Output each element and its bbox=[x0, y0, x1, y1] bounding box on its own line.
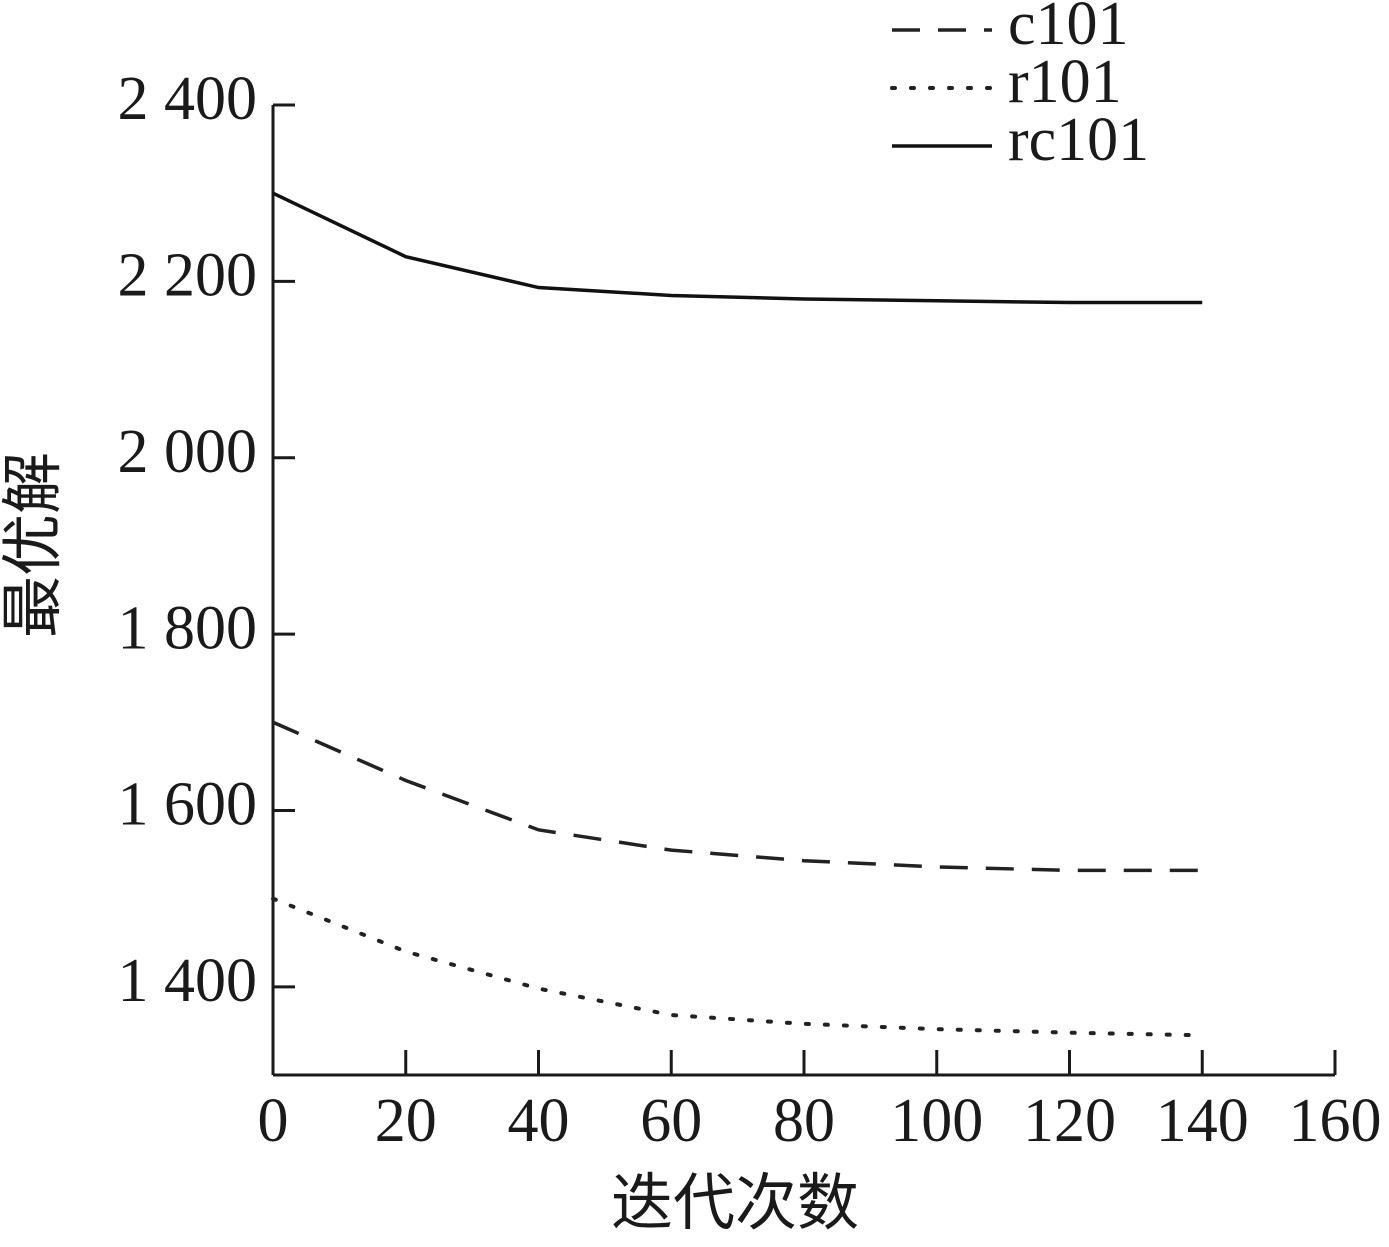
data-line bbox=[271, 896, 1205, 1038]
legend-label: r101 bbox=[1008, 48, 1122, 116]
x-tick-label: 160 bbox=[1289, 1087, 1382, 1155]
legend-label: c101 bbox=[1008, 0, 1129, 58]
x-tick-label: 20 bbox=[375, 1087, 437, 1155]
y-tick-label: 2 200 bbox=[118, 242, 258, 310]
y-tick-label: 2 400 bbox=[118, 65, 258, 133]
x-tick-label: 120 bbox=[1023, 1087, 1116, 1155]
y-tick-label: 2 000 bbox=[118, 418, 258, 486]
y-tick-label: 1 400 bbox=[118, 947, 258, 1015]
y-axis-title: 最优解 bbox=[0, 452, 68, 638]
x-tick-label: 80 bbox=[773, 1087, 835, 1155]
data-line bbox=[272, 191, 1203, 305]
x-tick-label: 100 bbox=[890, 1087, 983, 1155]
x-tick-label: 60 bbox=[640, 1087, 702, 1155]
x-tick-label: 40 bbox=[508, 1087, 570, 1155]
y-tick-label: 1 600 bbox=[118, 771, 258, 839]
x-axis-title: 迭代次数 bbox=[611, 1170, 859, 1238]
x-tick-label: 0 bbox=[258, 1087, 289, 1155]
data-line bbox=[272, 720, 1203, 873]
y-tick-label: 1 800 bbox=[118, 594, 258, 662]
x-tick-label: 140 bbox=[1156, 1087, 1249, 1155]
legend-label: rc101 bbox=[1008, 106, 1149, 174]
